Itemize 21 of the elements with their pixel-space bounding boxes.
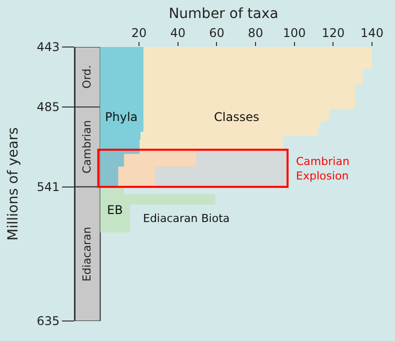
band-label: Cambrian Explosion [296,155,350,182]
y-tick-label: 541 [36,180,60,194]
y-tick-label: 635 [36,314,60,328]
x-tick-label: 120 [322,26,345,40]
band-label: Cambrian [80,120,94,174]
series-label: Classes [214,110,260,124]
y-axis-title: Millions of years [5,127,22,241]
series-label: EB [107,203,123,217]
x-tick-label: 100 [282,26,306,40]
x-tick-label: 140 [360,26,384,40]
x-tick-label: 60 [209,26,224,40]
band-label: Ord. [80,65,94,89]
x-tick-label: 80 [248,26,264,40]
y-tick-label: 485 [36,100,60,114]
x-tick-label: 20 [131,26,147,40]
series-label: Phyla [105,110,138,124]
y-tick-label: 443 [36,40,60,54]
x-tick-label: 40 [170,26,186,40]
band-label: Ediacaran [80,226,94,282]
x-axis-title: Number of taxa [168,6,278,22]
annotation: Ediacaran Biota [143,212,230,225]
